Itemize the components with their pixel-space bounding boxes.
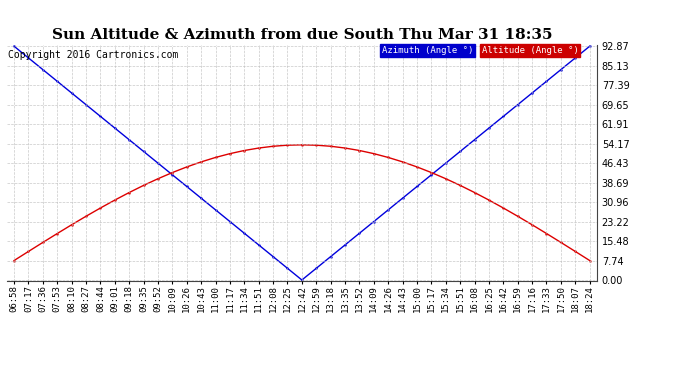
Text: Altitude (Angle °): Altitude (Angle °) — [482, 46, 578, 55]
Text: Copyright 2016 Cartronics.com: Copyright 2016 Cartronics.com — [8, 50, 179, 60]
Title: Sun Altitude & Azimuth from due South Thu Mar 31 18:35: Sun Altitude & Azimuth from due South Th… — [52, 28, 552, 42]
Text: Azimuth (Angle °): Azimuth (Angle °) — [382, 46, 473, 55]
